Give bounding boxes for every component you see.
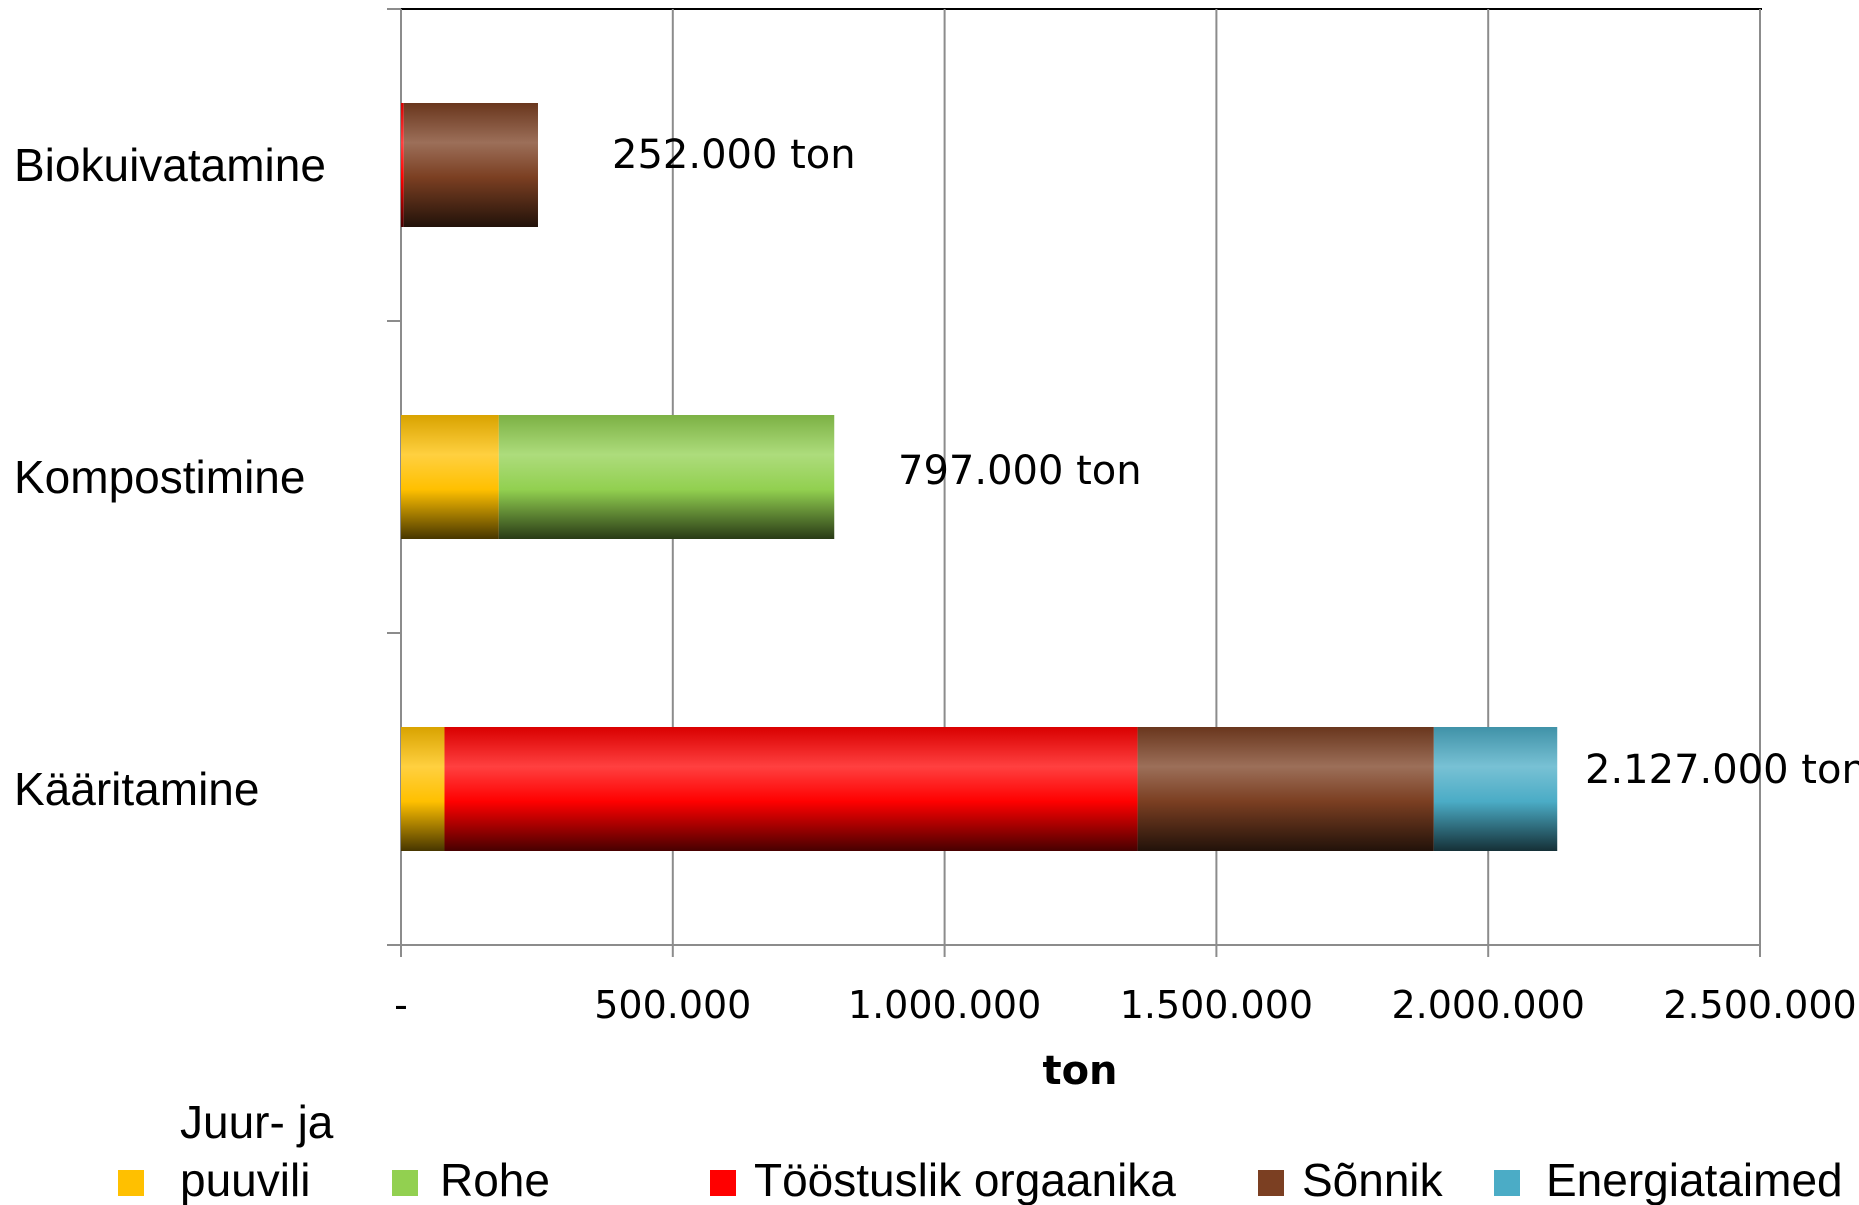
category-label: Kääritamine	[14, 763, 259, 815]
x-axis-title: ton	[1042, 1048, 1117, 1094]
legend-swatch	[392, 1170, 418, 1196]
x-tick-labels: - 500.000 1.000.000 1.500.000 2.000.000 2.500…	[394, 983, 1857, 1027]
bar-kaaritamine-juur-ja-puuvili	[401, 727, 445, 851]
legend-swatch	[118, 1170, 144, 1196]
bars	[401, 103, 1558, 851]
bar-kompostimine-rohe	[498, 415, 835, 539]
legend-item-sonnik: Sõnnik	[1258, 1154, 1444, 1205]
bar-biokuivatamine-sonnik	[403, 103, 538, 227]
bar-kaaritamine-sonnik	[1137, 727, 1434, 851]
x-tick-label: 1.000.000	[848, 983, 1041, 1027]
x-tick-label: 500.000	[594, 983, 751, 1027]
legend-label: Juur- ja puuvili	[180, 1096, 334, 1205]
legend-swatch	[1494, 1170, 1520, 1196]
bar-biokuivatamine-toostuslik-orgaanika	[401, 103, 404, 227]
legend-label: Rohe	[440, 1154, 550, 1205]
legend-item-rohe: Rohe	[392, 1154, 550, 1205]
category-label: Biokuivatamine	[14, 139, 326, 191]
x-tick-label: -	[394, 983, 408, 1027]
total-label: 797.000 ton	[898, 448, 1142, 494]
x-tick-label: 2.000.000	[1391, 983, 1584, 1027]
legend-swatch	[1258, 1170, 1284, 1196]
legend-item-juur-ja-puuvili: Juur- ja puuvili	[118, 1096, 334, 1205]
bar-kompostimine-juur-ja-puuvili	[401, 415, 499, 539]
total-labels: 252.000 ton 797.000 ton 2.127.000 ton	[612, 132, 1859, 793]
bar-kaaritamine-toostuslik-orgaanika	[444, 727, 1138, 851]
total-label: 2.127.000 ton	[1585, 747, 1859, 793]
category-label: Kompostimine	[14, 451, 305, 503]
bar-kaaritamine-energiataimed	[1433, 727, 1558, 851]
legend-label: Tööstuslik orgaanika	[754, 1154, 1176, 1205]
legend-swatch	[710, 1170, 736, 1196]
legend: Juur- ja puuvili Rohe Tööstuslik orgaanika S…	[118, 1096, 1843, 1205]
legend-label: Energiataimed	[1546, 1154, 1843, 1205]
legend-label: Sõnnik	[1302, 1154, 1444, 1205]
category-labels: Biokuivatamine Kompostimine Kääritamine	[14, 139, 326, 815]
x-tick-label: 2.500.000	[1663, 983, 1856, 1027]
legend-item-toostuslik-orgaanika: Tööstuslik orgaanika	[710, 1154, 1176, 1205]
legend-item-energiataimed: Energiataimed	[1494, 1154, 1843, 1205]
total-label: 252.000 ton	[612, 132, 856, 178]
x-tick-label: 1.500.000	[1120, 983, 1313, 1027]
